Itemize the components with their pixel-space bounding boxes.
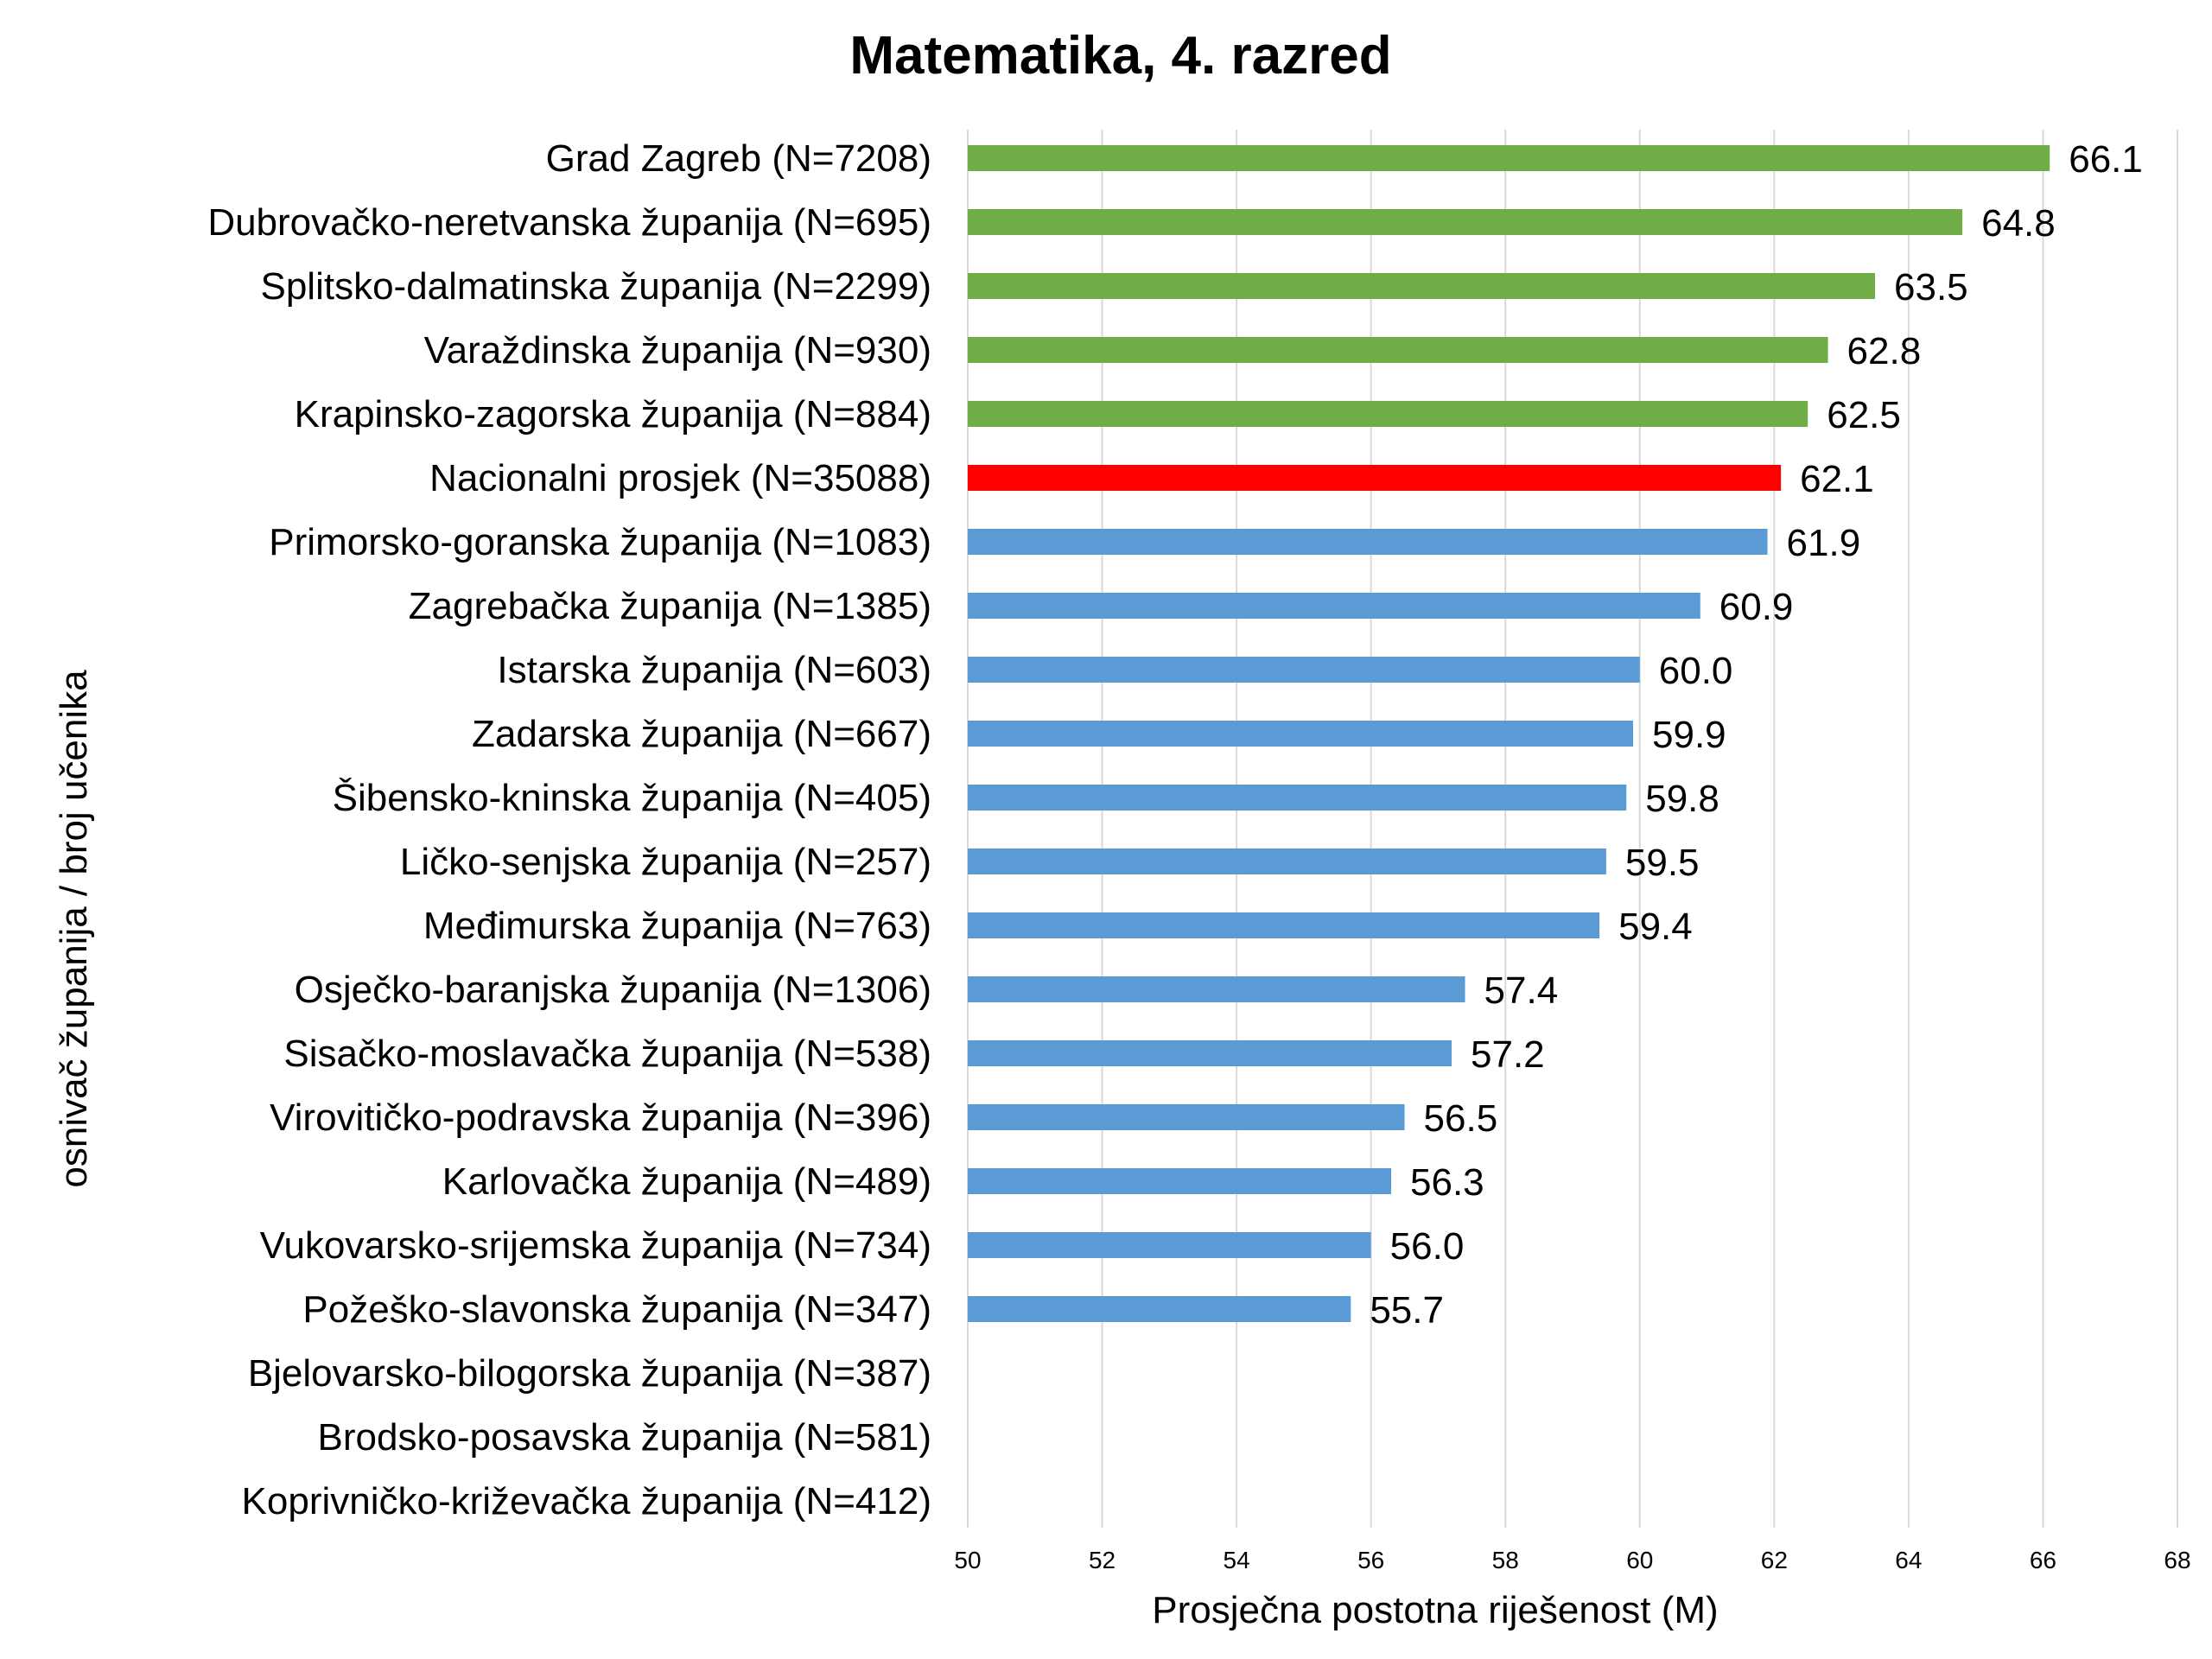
category-label: Zagrebačka županija (N=1385): [409, 585, 931, 627]
bar: [968, 145, 2050, 171]
data-label: 59.8: [1645, 778, 1719, 820]
category-label: Osječko-baranjska županija (N=1306): [295, 969, 931, 1011]
data-label: 61.9: [1787, 522, 1861, 564]
category-label: Varaždinska županija (N=930): [424, 329, 931, 372]
bar: [968, 209, 1963, 235]
bar: [968, 1232, 1371, 1258]
data-label: 59.5: [1625, 842, 1700, 884]
category-label: Krapinsko-zagorska županija (N=884): [295, 393, 931, 435]
x-tick-label: 56: [1357, 1547, 1384, 1573]
category-label: Šibensko-kninska županija (N=405): [333, 776, 931, 819]
data-label: 59.9: [1652, 714, 1726, 756]
bar: [968, 337, 1828, 363]
bar: [968, 849, 1606, 874]
x-tick-label: 50: [954, 1547, 981, 1573]
bar: [968, 1040, 1452, 1066]
category-label: Požeško-slavonska županija (N=347): [302, 1288, 931, 1331]
category-label: Dubrovačko-neretvanska županija (N=695): [207, 201, 931, 244]
category-label: Nacionalni prosjek (N=35088): [429, 457, 931, 499]
bar: [968, 912, 1600, 938]
bar: [968, 593, 1700, 619]
data-label: 62.5: [1827, 394, 1901, 436]
category-label: Vukovarsko-srijemska županija (N=734): [260, 1224, 931, 1267]
category-labels: Grad Zagreb (N=7208) Dubrovačko-neretvans…: [207, 137, 931, 1522]
data-label: 56.0: [1390, 1225, 1465, 1268]
data-label: 63.5: [1894, 266, 1968, 308]
bar: [968, 273, 1875, 299]
category-label: Zadarska županija (N=667): [472, 713, 931, 755]
data-label: 66.1: [2069, 138, 2143, 181]
x-tick-label: 66: [2030, 1547, 2056, 1573]
x-tick-label: 58: [1492, 1547, 1519, 1573]
data-label: 64.8: [1981, 202, 2056, 245]
x-tick-label: 64: [1895, 1547, 1922, 1573]
data-label: 57.2: [1471, 1033, 1545, 1076]
data-label: 59.4: [1618, 906, 1693, 948]
category-label: Grad Zagreb (N=7208): [546, 137, 931, 180]
x-tick-label: 52: [1089, 1547, 1116, 1573]
chart-title: Matematika, 4. razred: [849, 26, 1391, 86]
x-tick-label: 68: [2164, 1547, 2190, 1573]
category-label: Splitsko-dalmatinska županija (N=2299): [260, 265, 931, 308]
x-tick-label: 54: [1224, 1547, 1250, 1573]
x-tick-label: 60: [1626, 1547, 1653, 1573]
x-tick-labels: 50 52 54 56 58 60 62 64 66 68: [954, 1547, 2190, 1573]
data-label: 57.4: [1484, 969, 1559, 1012]
data-label: 62.8: [1847, 330, 1922, 372]
category-label: Brodsko-posavska županija (N=581): [318, 1416, 932, 1459]
category-label: Virovitičko-podravska županija (N=396): [270, 1096, 931, 1139]
data-label: 56.3: [1410, 1161, 1484, 1204]
category-label: Koprivničko-križevačka županija (N=412): [242, 1480, 931, 1522]
bar: [968, 1104, 1405, 1130]
data-label: 62.1: [1800, 458, 1874, 500]
category-label: Istarska županija (N=603): [497, 649, 931, 691]
x-axis-title: Prosječna postotna riješenost (M): [1152, 1589, 1718, 1631]
data-label: 60.0: [1659, 650, 1733, 692]
bar: [968, 1168, 1391, 1194]
category-label: Međimurska županija (N=763): [423, 905, 931, 947]
data-label: 60.9: [1719, 586, 1794, 628]
bar: [968, 721, 1633, 747]
x-tick-label: 62: [1761, 1547, 1788, 1573]
y-axis-title: osnivač županija / broj učenika: [53, 670, 95, 1188]
data-label: 55.7: [1370, 1289, 1444, 1332]
bars: [968, 145, 2050, 1322]
bar: [968, 1296, 1351, 1322]
category-label: Primorsko-goranska županija (N=1083): [269, 521, 931, 563]
data-label: 56.5: [1424, 1097, 1498, 1140]
bar: [968, 529, 1768, 555]
category-label: Ličko-senjska županija (N=257): [400, 841, 931, 883]
value-labels: 66.1 64.8 63.5 62.8 62.5 62.1 61.9 60.9 60.0 59.9…: [1370, 138, 2143, 1332]
bar: [968, 976, 1465, 1002]
bar: [968, 465, 1782, 491]
bar: [968, 401, 1808, 427]
bar: [968, 657, 1640, 683]
category-label: Sisačko-moslavačka županija (N=538): [283, 1033, 931, 1075]
category-label: Karlovačka županija (N=489): [442, 1160, 931, 1203]
category-label: Bjelovarsko-bilogorska županija (N=387): [248, 1352, 931, 1395]
bar: [968, 785, 1627, 810]
